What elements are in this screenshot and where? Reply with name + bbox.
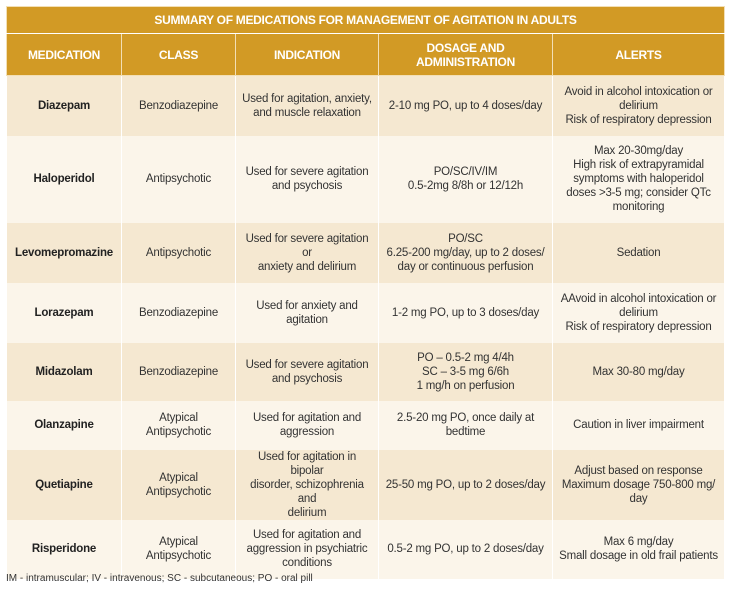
cell-dosage: 2-10 mg PO, up to 4 doses/day [378, 75, 553, 136]
table-row: Diazepam Benzodiazepine Used for agitation… [6, 75, 726, 136]
indication-text: Used for agitation in bipolar disorder, … [250, 450, 364, 519]
class-text: Atypical Antipsychotic [145, 536, 212, 562]
cell-indication: Used for agitation in bipolar disorder, … [235, 449, 379, 520]
alerts-text: Adjust based on response Maximum dosage … [561, 464, 716, 505]
cell-dosage: PO/SC 6.25-200 mg/day, up to 2 doses/ da… [378, 222, 553, 283]
class-text: Antipsychotic [145, 173, 212, 185]
table-row: Lorazepam Benzodiazepine Used for anxiety … [6, 282, 726, 343]
cell-indication: Used for severe agitation or anxiety and… [235, 222, 379, 283]
cell-medication: Diazepam [6, 75, 122, 136]
column-header-indication: INDICATION [235, 33, 379, 76]
medication-summary-table: SUMMARY OF MEDICATIONS FOR MANAGEMENT OF… [5, 6, 726, 579]
cell-dosage: PO/SC/IV/IM 0.5-2mg 8/8h or 12/12h [378, 135, 553, 223]
cell-alerts: Caution in liver impairment [551, 400, 726, 450]
cell-medication: Quetiapine [6, 449, 122, 520]
table-row: Midazolam Benzodiazepine Used for severe a… [6, 342, 726, 401]
footnote: IM - intramuscular; IV - intravenous; SC… [6, 573, 313, 584]
indication-text: Used for severe agitation and psychosis [245, 358, 369, 385]
dosage-text: PO/SC 6.25-200 mg/day, up to 2 doses/ da… [386, 232, 545, 273]
table-row: Levomepromazine Antipsychotic Used for sev… [6, 222, 726, 283]
cell-alerts: AAvoid in alcohol intoxication or deliri… [551, 282, 726, 343]
alerts-text: Max 30-80 mg/day [592, 365, 685, 378]
medication-text: Quetiapine [35, 478, 93, 491]
alerts-text: AAvoid in alcohol intoxication or deliri… [560, 292, 717, 333]
cell-class: Atypical Antipsychotic [121, 519, 236, 579]
cell-medication: Haloperidol [6, 135, 122, 223]
column-header-medication: MEDICATION [6, 33, 122, 76]
indication-text: Used for severe agitation and psychosis [245, 166, 369, 192]
cell-dosage: 2.5-20 mg PO, once daily at bedtime [378, 400, 553, 450]
cell-medication: Midazolam [6, 342, 122, 401]
table-row: Quetiapine Atypical Antipsychotic Used for… [6, 449, 726, 520]
alerts-text: Caution in liver impairment [573, 419, 704, 431]
medication-text: Lorazepam [34, 306, 94, 319]
alerts-text: Max 6 mg/day Small dosage in old frail p… [559, 536, 718, 562]
cell-indication: Used for agitation and aggression [235, 400, 379, 450]
cell-class: Benzodiazepine [121, 75, 236, 136]
cell-class: Antipsychotic [121, 222, 236, 283]
cell-medication: Lorazepam [6, 282, 122, 343]
dosage-text: PO – 0.5-2 mg 4/4h SC – 3-5 mg 6/6h 1 mg… [416, 351, 515, 392]
cell-class: Atypical Antipsychotic [121, 400, 236, 450]
column-header-class: CLASS [121, 33, 236, 76]
indication-text: Used for agitation and aggression [252, 412, 362, 438]
dosage-text: 2-10 mg PO, up to 4 doses/day [388, 99, 543, 112]
dosage-text: 2.5-20 mg PO, once daily at bedtime [396, 412, 535, 438]
cell-alerts: Sedation [551, 222, 726, 283]
cell-dosage: PO – 0.5-2 mg 4/4h SC – 3-5 mg 6/6h 1 mg… [378, 342, 553, 401]
class-text: Benzodiazepine [138, 306, 219, 319]
class-text: Atypical Antipsychotic [145, 412, 212, 438]
cell-medication: Levomepromazine [6, 222, 122, 283]
class-text: Atypical Antipsychotic [145, 471, 212, 498]
cell-indication: Used for anxiety and agitation [235, 282, 379, 343]
alerts-text: Sedation [616, 246, 661, 259]
medication-text: Olanzapine [34, 419, 94, 431]
cell-alerts: Avoid in alcohol intoxication or deliriu… [551, 75, 726, 136]
cell-dosage: 1-2 mg PO, up to 3 doses/day [378, 282, 553, 343]
medication-text: Diazepam [37, 99, 91, 112]
medication-text: Risperidone [31, 543, 97, 555]
dosage-text: 0.5-2 mg PO, up to 2 doses/day [387, 543, 544, 555]
medication-text: Midazolam [35, 365, 93, 378]
dosage-text: 25-50 mg PO, up to 2 doses/day [385, 478, 546, 491]
dosage-text: 1-2 mg PO, up to 3 doses/day [391, 306, 540, 319]
cell-indication: Used for severe agitation and psychosis [235, 342, 379, 401]
cell-dosage: 0.5-2 mg PO, up to 2 doses/day [378, 519, 553, 579]
column-header-dosage: DOSAGE AND ADMINISTRATION [378, 33, 553, 76]
class-text: Antipsychotic [145, 246, 212, 259]
alerts-text: Avoid in alcohol intoxication or deliriu… [564, 85, 713, 126]
table-row: Risperidone Atypical Antipsychotic Used fo… [6, 519, 726, 579]
cell-indication: Used for agitation and aggression in psy… [235, 519, 379, 579]
dosage-text: PO/SC/IV/IM 0.5-2mg 8/8h or 12/12h [407, 166, 524, 192]
indication-text: Used for agitation, anxiety, and muscle … [242, 92, 372, 119]
cell-medication: Risperidone [6, 519, 122, 579]
cell-class: Benzodiazepine [121, 342, 236, 401]
indication-text: Used for anxiety and agitation [256, 299, 358, 326]
indication-text: Used for agitation and aggression in psy… [246, 529, 368, 569]
table-row: Haloperidol Antipsychotic Used for severe … [6, 135, 726, 223]
cell-alerts: Max 20-30mg/day High risk of extrapyrami… [551, 135, 726, 223]
cell-alerts: Adjust based on response Maximum dosage … [551, 449, 726, 520]
table-title: SUMMARY OF MEDICATIONS FOR MANAGEMENT OF… [5, 6, 726, 34]
indication-text: Used for severe agitation or anxiety and… [245, 232, 369, 273]
cell-indication: Used for agitation, anxiety, and muscle … [235, 75, 379, 136]
cell-dosage: 25-50 mg PO, up to 2 doses/day [378, 449, 553, 520]
cell-class: Antipsychotic [121, 135, 236, 223]
cell-class: Atypical Antipsychotic [121, 449, 236, 520]
cell-medication: Olanzapine [6, 400, 122, 450]
class-text: Benzodiazepine [138, 365, 219, 378]
medication-text: Levomepromazine [15, 246, 113, 259]
cell-indication: Used for severe agitation and psychosis [235, 135, 379, 223]
cell-alerts: Max 30-80 mg/day [551, 342, 726, 401]
cell-alerts: Max 6 mg/day Small dosage in old frail p… [551, 519, 726, 579]
column-header-alerts: ALERTS [551, 33, 726, 76]
cell-class: Benzodiazepine [121, 282, 236, 343]
medication-text: Haloperidol [33, 173, 95, 185]
class-text: Benzodiazepine [138, 99, 219, 112]
table-row: Olanzapine Atypical Antipsychotic Used for… [6, 400, 726, 450]
alerts-text: Max 20-30mg/day High risk of extrapyrami… [566, 145, 711, 213]
